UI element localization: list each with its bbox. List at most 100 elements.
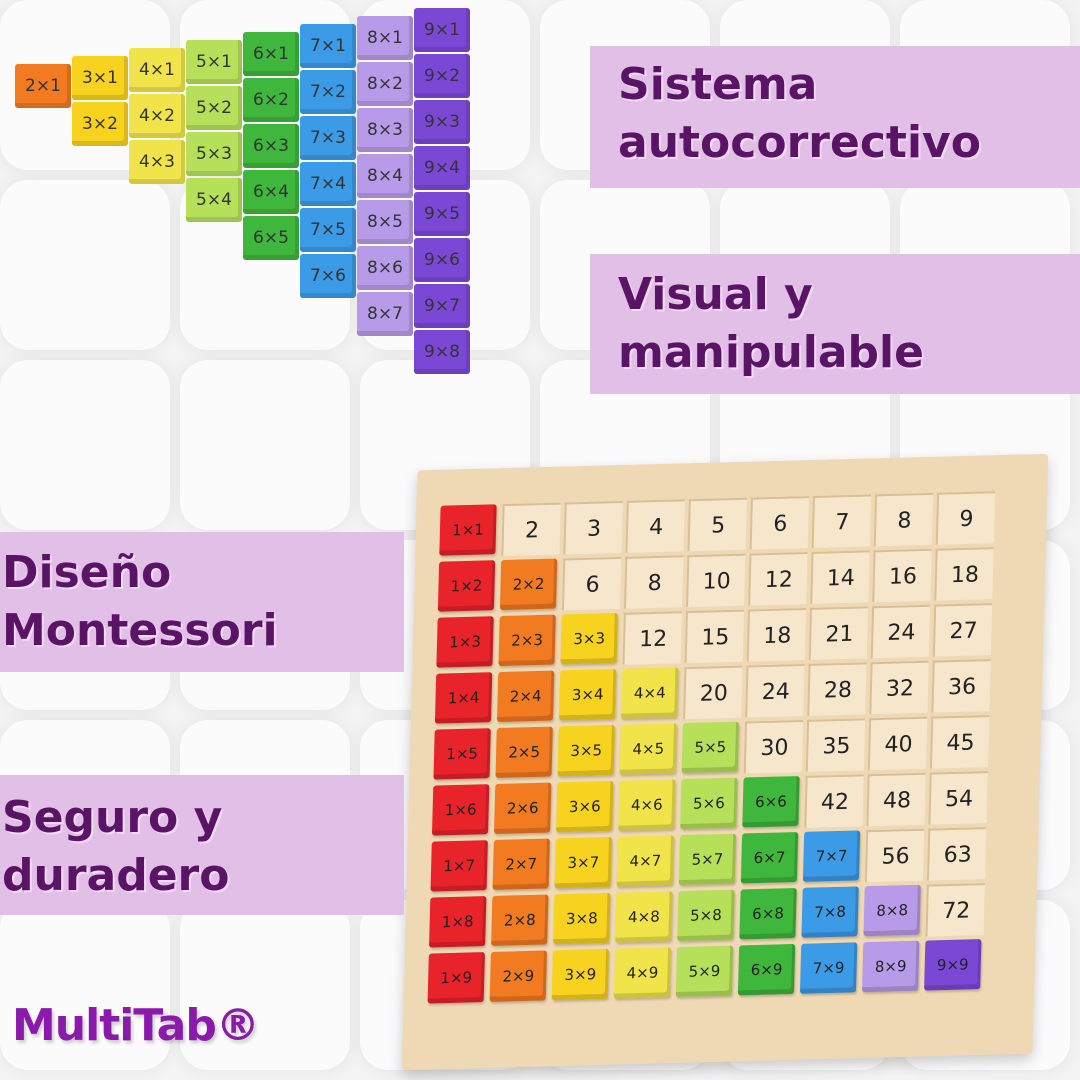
label-line: Montessori [2, 605, 278, 656]
tile-4x8: 4×8 [615, 891, 673, 943]
block-8x4: 8×4 [357, 154, 413, 198]
background-tile [0, 360, 170, 530]
background-tile [0, 180, 170, 350]
product-cell-12: 12 [622, 611, 682, 665]
product-cell-30: 30 [743, 719, 804, 774]
tile-1x2: 1×2 [437, 560, 496, 612]
block-6x1: 6×1 [243, 32, 299, 76]
label-line: duradero [2, 850, 230, 901]
product-cell-9: 9 [935, 491, 996, 545]
product-cell-21: 21 [808, 606, 869, 660]
block-2x1: 2×1 [15, 64, 71, 108]
product-cell-8: 8 [873, 492, 934, 547]
product-cell-63: 63 [926, 827, 987, 881]
product-cell-54: 54 [928, 771, 988, 825]
tile-7x9: 7×9 [799, 942, 858, 994]
product-cell-18: 18 [934, 547, 994, 601]
product-cell-6: 6 [561, 556, 622, 611]
tile-3x3: 3×3 [560, 612, 618, 665]
tile-1x9: 1×9 [427, 952, 485, 1004]
tile-3x6: 3×6 [556, 780, 614, 833]
label-line: Diseño [2, 547, 172, 598]
background-tile [180, 360, 350, 530]
tile-4x6: 4×6 [618, 779, 676, 831]
block-9x2: 9×2 [414, 54, 470, 98]
label-visual-manipulable: Visual y manipulable [590, 254, 1080, 394]
block-8x5: 8×5 [357, 200, 413, 244]
product-cell-14: 14 [810, 550, 870, 604]
product-cell-45: 45 [929, 715, 990, 769]
product-cell-15: 15 [684, 609, 744, 664]
block-9x6: 9×6 [414, 238, 470, 282]
tile-5x7: 5×7 [678, 833, 737, 886]
label-seguro-duradero: Seguro y duradero [0, 775, 404, 915]
product-cell-18: 18 [746, 608, 807, 662]
product-cell-28: 28 [807, 662, 867, 716]
tile-2x2: 2×2 [499, 558, 558, 611]
tile-2x8: 2×8 [491, 894, 549, 946]
block-5x3: 5×3 [186, 132, 242, 176]
block-4x3: 4×3 [129, 140, 185, 184]
block-9x1: 9×1 [414, 8, 470, 52]
label-line: Sistema [618, 59, 818, 110]
product-cell-32: 32 [869, 660, 929, 715]
tile-1x8: 1×8 [429, 896, 487, 948]
product-cell-35: 35 [805, 718, 866, 772]
product-cell-24: 24 [870, 604, 931, 659]
tile-9x9: 9×9 [924, 939, 982, 991]
label-line: Seguro y [2, 792, 223, 843]
block-9x5: 9×5 [414, 192, 470, 236]
label-line: manipulable [618, 327, 924, 378]
product-cell-3: 3 [563, 500, 623, 555]
product-cell-4: 4 [625, 499, 685, 553]
label-line: autocorrectivo [618, 117, 981, 168]
tile-3x9: 3×9 [551, 948, 610, 1001]
tile-8x8: 8×8 [863, 884, 921, 937]
brand-logo: MultiTab® [12, 1000, 260, 1051]
block-3x2: 3×2 [72, 102, 128, 146]
tile-1x5: 1×5 [433, 728, 491, 780]
block-8x6: 8×6 [357, 246, 413, 290]
tile-2x5: 2×5 [495, 726, 553, 778]
block-6x3: 6×3 [243, 124, 299, 168]
tile-6x6: 6×6 [742, 776, 800, 828]
product-cell-8: 8 [623, 555, 684, 609]
block-4x2: 4×2 [129, 94, 185, 138]
product-cell-16: 16 [872, 548, 932, 603]
block-8x2: 8×2 [357, 62, 413, 106]
product-cell-40: 40 [867, 716, 928, 771]
block-8x3: 8×3 [357, 108, 413, 152]
block-8x7: 8×7 [357, 292, 413, 336]
block-9x4: 9×4 [414, 146, 470, 190]
block-6x4: 6×4 [243, 170, 299, 214]
tile-6x7: 6×7 [740, 832, 799, 884]
product-cell-7: 7 [811, 494, 872, 548]
block-6x5: 6×5 [243, 216, 299, 260]
product-cell-6: 6 [749, 496, 809, 550]
tile-1x7: 1×7 [430, 840, 488, 892]
tile-4x4: 4×4 [621, 667, 679, 719]
product-cell-56: 56 [864, 828, 925, 883]
product-cell-48: 48 [866, 772, 926, 827]
block-7x5: 7×5 [300, 208, 356, 252]
tile-3x5: 3×5 [557, 724, 615, 777]
block-7x6: 7×6 [300, 254, 356, 298]
product-cell-20: 20 [683, 665, 743, 720]
block-5x2: 5×2 [186, 86, 242, 130]
block-5x4: 5×4 [186, 178, 242, 222]
block-8x1: 8×1 [357, 16, 413, 60]
product-cell-36: 36 [931, 659, 991, 713]
tile-3x4: 3×4 [559, 668, 617, 721]
tile-4x5: 4×5 [619, 723, 677, 775]
background-tile [0, 900, 170, 1070]
product-cell-24: 24 [745, 664, 805, 718]
block-5x1: 5×1 [186, 40, 242, 84]
tile-2x3: 2×3 [498, 614, 556, 667]
label-line: Visual y [618, 269, 813, 320]
tile-5x6: 5×6 [680, 777, 738, 830]
tile-3x7: 3×7 [554, 836, 612, 889]
tile-5x5: 5×5 [681, 721, 740, 774]
block-9x7: 9×7 [414, 284, 470, 328]
product-cell-5: 5 [687, 497, 747, 552]
tile-4x7: 4×7 [616, 835, 675, 887]
